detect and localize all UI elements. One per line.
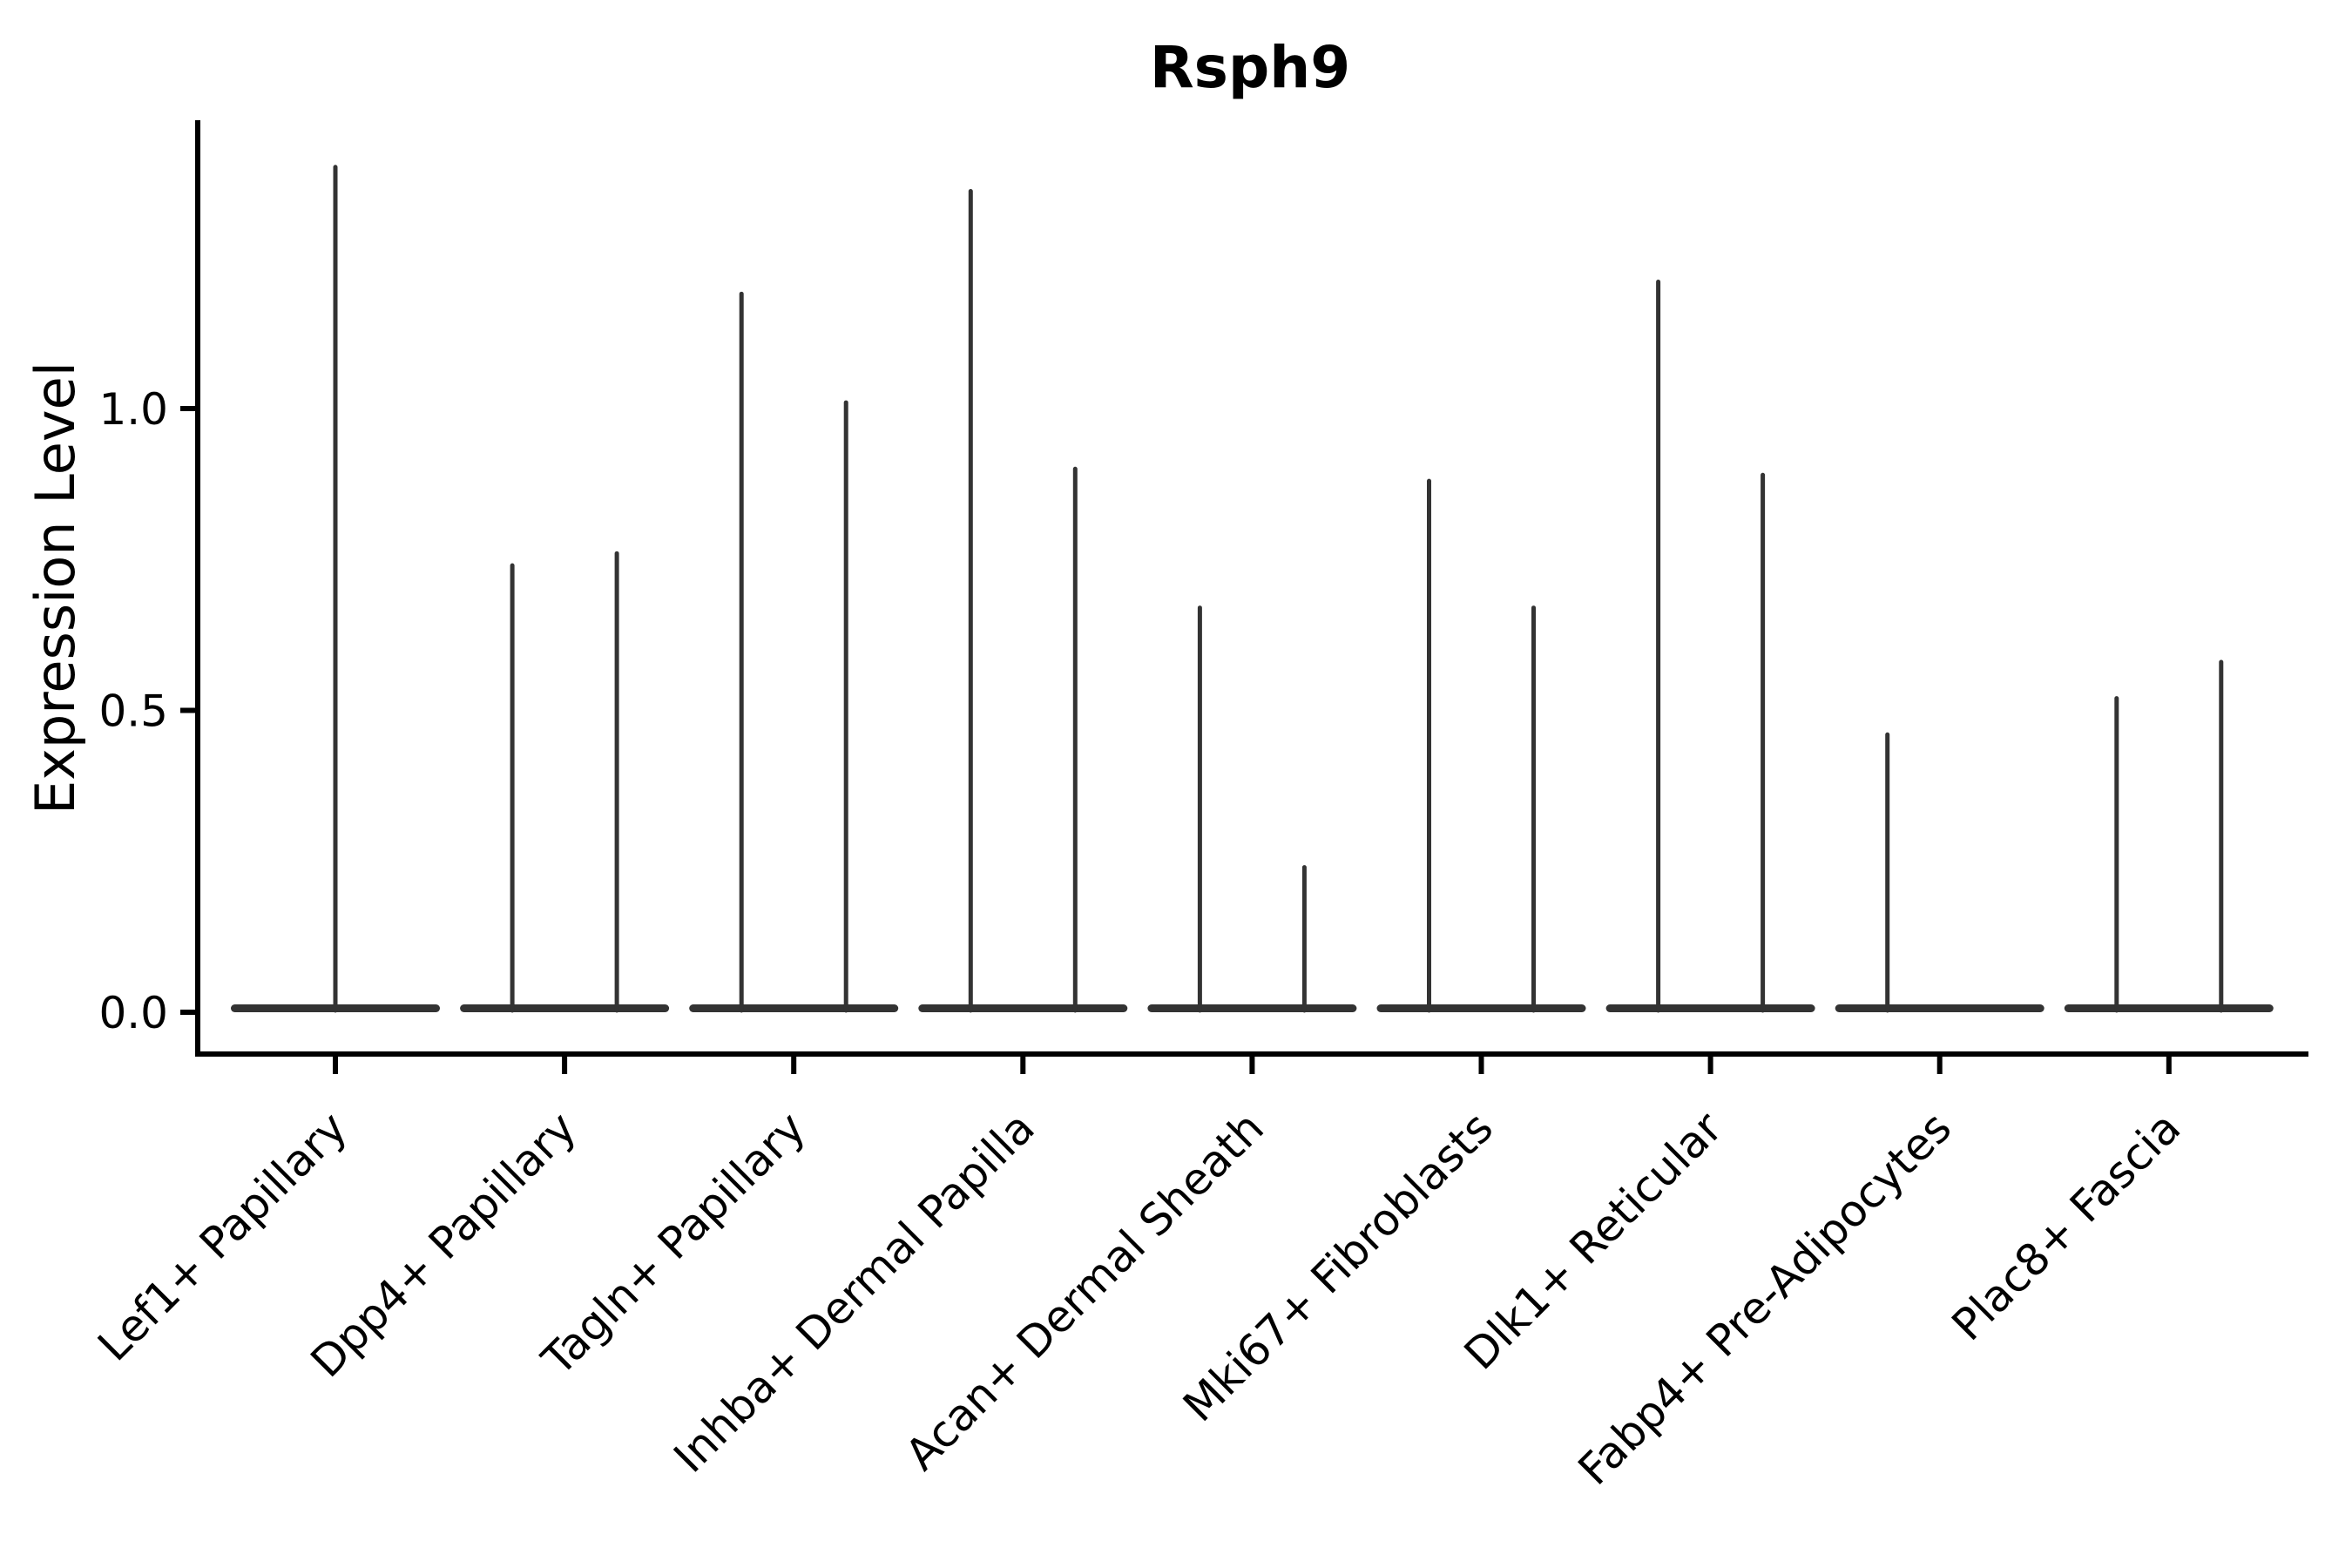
y-tick-label: 0.5 [98, 686, 168, 737]
y-tick-label: 0.0 [98, 988, 168, 1038]
violin-layer [231, 165, 2274, 1013]
x-tick-label: Plac8+ Fascia [1943, 1102, 2191, 1350]
violin-base [2064, 1004, 2274, 1012]
violin-base [689, 1004, 899, 1012]
violin-base [1605, 1004, 1815, 1012]
y-tick-label: 1.0 [98, 384, 168, 435]
y-axis-label: Expression Level [24, 362, 87, 814]
violin-base [1147, 1004, 1357, 1012]
plot-title: Rsph9 [1150, 34, 1350, 101]
violin-base [918, 1004, 1128, 1012]
violin-base [460, 1004, 670, 1012]
x-tick-label: Lef1+ Papillary [88, 1102, 356, 1370]
x-tick-label: Fabp4+ Pre-Adipocytes [1569, 1102, 1962, 1495]
violin-base [1376, 1004, 1586, 1012]
violin-base [1835, 1004, 2044, 1012]
